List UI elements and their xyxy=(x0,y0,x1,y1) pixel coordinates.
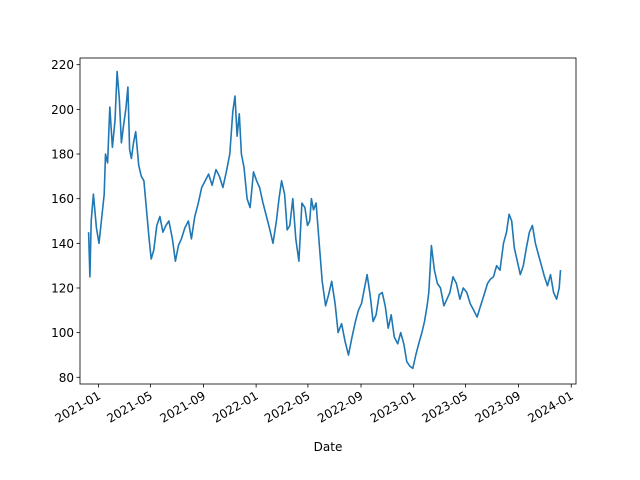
x-tick-label: 2024-01 xyxy=(525,388,575,425)
x-tick-label: 2021-01 xyxy=(53,388,103,425)
x-axis-ticks: 2021-01 2021-05 2021-09 2022-01 2022-05 2022-… xyxy=(53,384,576,426)
y-tick-label: 100 xyxy=(51,326,74,340)
series-layer xyxy=(87,70,562,370)
x-axis-label: Date xyxy=(314,440,343,454)
x-tick-label: 2021-05 xyxy=(104,388,154,425)
x-tick-label: 2023-09 xyxy=(473,388,523,425)
y-tick-label: 80 xyxy=(59,371,74,385)
x-tick-label: 2022-01 xyxy=(210,388,260,425)
y-axis-ticks: 80 100 120 140 160 180 200 220 xyxy=(51,58,80,385)
plot-area xyxy=(80,58,576,384)
y-tick-label: 180 xyxy=(51,148,74,162)
x-tick-label: 2023-05 xyxy=(420,388,470,425)
y-tick-label: 200 xyxy=(51,103,74,117)
y-tick-label: 120 xyxy=(51,281,74,295)
y-tick-label: 160 xyxy=(51,192,74,206)
plot-frame xyxy=(79,57,577,385)
series-line xyxy=(87,70,562,370)
x-tick-label: 2023-01 xyxy=(368,388,418,425)
x-tick-label: 2022-09 xyxy=(315,388,365,425)
x-tick-label: 2021-09 xyxy=(158,388,208,425)
y-tick-label: 140 xyxy=(51,237,74,251)
x-tick-label: 2022-05 xyxy=(262,388,312,425)
y-tick-label: 220 xyxy=(51,58,74,72)
